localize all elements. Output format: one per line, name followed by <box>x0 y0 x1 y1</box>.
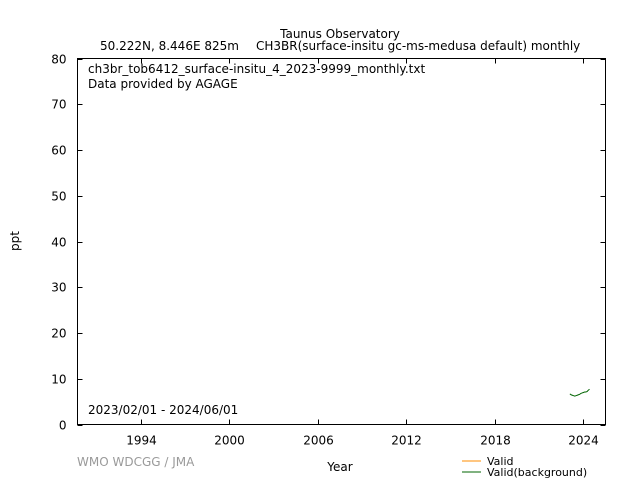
y-tick-label: 40 <box>51 236 66 250</box>
x-tick-label: 2024 <box>568 434 599 448</box>
x-axis-label: Year <box>326 460 352 474</box>
file-label: ch3br_tob6412_surface-insitu_4_2023-9999… <box>88 62 425 76</box>
series-line-valid-background <box>569 388 590 397</box>
y-tick-label: 70 <box>51 98 66 112</box>
provider-label: Data provided by AGAGE <box>88 77 238 91</box>
watermark: WMO WDCGG / JMA <box>77 455 195 469</box>
y-axis: 0 10 20 30 40 50 60 70 80 <box>51 53 606 433</box>
y-tick-label: 0 <box>59 419 67 433</box>
y-tick-label: 30 <box>51 281 66 295</box>
chart-subtitle-species: CH3BR(surface-insitu gc-ms-medusa defaul… <box>256 39 580 53</box>
y-tick-label: 50 <box>51 190 66 204</box>
chart-title: Taunus Observatory <box>279 27 400 41</box>
x-tick-label: 2012 <box>391 434 422 448</box>
x-tick-label: 1994 <box>126 434 157 448</box>
x-tick-label: 2000 <box>214 434 245 448</box>
y-tick-label: 20 <box>51 327 66 341</box>
x-tick-label: 2006 <box>303 434 334 448</box>
plot-area-frame <box>77 58 606 425</box>
y-tick-label: 10 <box>51 373 66 387</box>
legend-label-valid: Valid <box>487 455 514 468</box>
y-tick-label: 60 <box>51 144 66 158</box>
series-layer <box>569 388 590 397</box>
legend: Valid Valid(background) <box>462 455 587 479</box>
legend-label-valid-background: Valid(background) <box>487 466 587 479</box>
chart-subtitle-location: 50.222N, 8.446E 825m <box>100 39 239 53</box>
period-label: 2023/02/01 - 2024/06/01 <box>88 403 238 417</box>
y-tick-label: 80 <box>51 53 66 67</box>
x-tick-label: 2018 <box>480 434 511 448</box>
y-axis-label: ppt <box>8 231 22 251</box>
x-axis: 1994 2000 2006 2012 2018 2024 <box>126 58 599 448</box>
